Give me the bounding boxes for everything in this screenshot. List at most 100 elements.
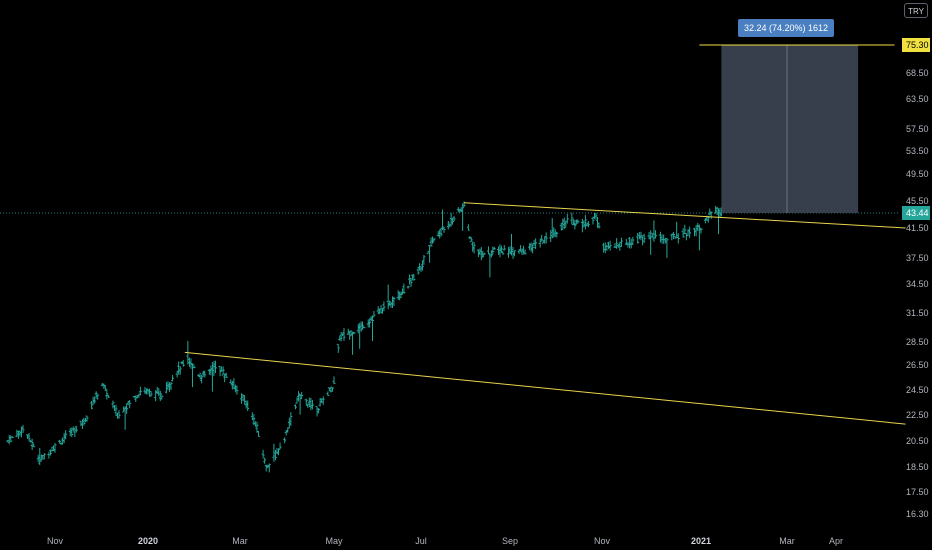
ohlc-bar [432,237,436,242]
last-price-tag [902,206,930,220]
price-tick-label: 34.50 [906,279,929,289]
ohlc-bar [649,230,653,255]
ohlc-bar [42,453,46,460]
ohlc-bar [190,363,194,388]
ohlc-bar [492,246,496,250]
ohlc-bar [371,315,375,342]
ohlc-bar [21,424,25,433]
time-tick-label: May [325,536,343,546]
ohlc-bar [416,267,420,275]
ohlc-bar [321,396,325,405]
ohlc-bar [192,365,196,369]
ohlc-bar [586,221,590,228]
ohlc-bar [278,442,282,450]
ohlc-bar [289,412,293,426]
ohlc-bar [255,421,259,433]
ohlc-bar [64,430,68,440]
price-tick-label: 17.50 [906,487,929,497]
ohlc-bar [74,425,78,433]
price-axis[interactable]: 75.30 68.50 63.50 57.50 53.50 49.50 45.50 41.50… [902,38,930,519]
ohlc-bar [218,365,222,377]
ohlc-bar [482,252,486,256]
ohlc-bar [513,250,517,257]
ohlc-bar [348,331,352,340]
target-price-label: 75.30 [906,40,929,50]
ohlc-bar [117,410,121,419]
ohlc-bar [128,400,132,409]
ohlc-bar [94,391,98,399]
time-tick-label: 2021 [691,536,711,546]
ohlc-bar [27,432,31,442]
ohlc-bar [252,414,256,426]
ohlc-bar [32,443,36,448]
trendline-2[interactable] [464,202,906,229]
price-tick-label: 20.50 [906,436,929,446]
ohlc-bar [293,404,297,410]
ohlc-bar [125,403,129,414]
ohlc-bar [53,443,57,453]
time-tick-label: Nov [47,536,64,546]
ohlc-bar [439,227,443,237]
time-tick-label: Sep [502,536,518,546]
ohlc-bar [642,233,646,244]
ohlc-bar [501,251,505,255]
ohlc-bar [267,463,271,473]
ohlc-bar [452,216,456,222]
price-bars [6,201,723,473]
ohlc-bar [469,237,473,243]
ohlc-bar [58,439,62,444]
price-tick-label: 24.50 [906,385,929,395]
time-tick-label: 2020 [138,536,158,546]
last-price-label: 43.44 [906,208,929,218]
drawing-tools[interactable] [0,44,906,425]
ohlc-bar [332,376,336,384]
ohlc-bar [368,318,372,328]
ohlc-bar [362,326,366,329]
price-tick-label: 31.50 [906,308,929,318]
ohlc-bar [583,214,587,230]
ohlc-bar [105,389,109,400]
price-tick-label: 41.50 [906,223,929,233]
ohlc-bar [85,415,89,422]
ohlc-bar [138,386,142,396]
ohlc-bar [317,408,321,414]
ohlc-bar [534,238,538,250]
ohlc-bar [422,255,426,265]
ohlc-bar [462,201,466,207]
target-price-tag [902,38,930,52]
trendline-1[interactable] [184,351,906,425]
ohlc-bar [326,391,330,397]
ohlc-bar [639,231,643,241]
ohlc-bar [256,431,260,437]
ohlc-bar [472,242,476,254]
ohlc-bar [339,331,343,342]
ohlc-bar [273,449,277,461]
ohlc-bar [310,399,314,410]
ohlc-bar [429,237,433,247]
ohlc-bar [491,246,495,255]
time-axis[interactable]: Nov 2020 Mar May Jul Sep Nov 2021 Mar Apr [47,536,843,546]
ohlc-bar [715,206,719,216]
ohlc-bar [688,226,692,238]
ohlc-bar [544,232,548,244]
ohlc-bar [10,436,14,439]
ohlc-bar [246,400,250,411]
ohlc-bar [48,449,52,456]
ohlc-bar [615,238,619,249]
currency-badge[interactable]: TRY [904,3,928,18]
ohlc-bar [181,360,185,367]
ohlc-bar [283,437,287,444]
ohlc-bar [402,283,406,294]
price-range-box[interactable] [721,45,859,213]
time-tick-label: Jul [415,536,427,546]
ohlc-bar [235,385,239,395]
ohlc-bar [114,404,118,416]
ohlc-bar [372,310,376,318]
ohlc-bar [111,400,115,409]
ohlc-bar [96,394,100,400]
ohlc-bar [636,233,640,244]
ohlc-bar [550,218,554,239]
ohlc-bar [665,237,669,258]
ohlc-bar [82,417,86,426]
